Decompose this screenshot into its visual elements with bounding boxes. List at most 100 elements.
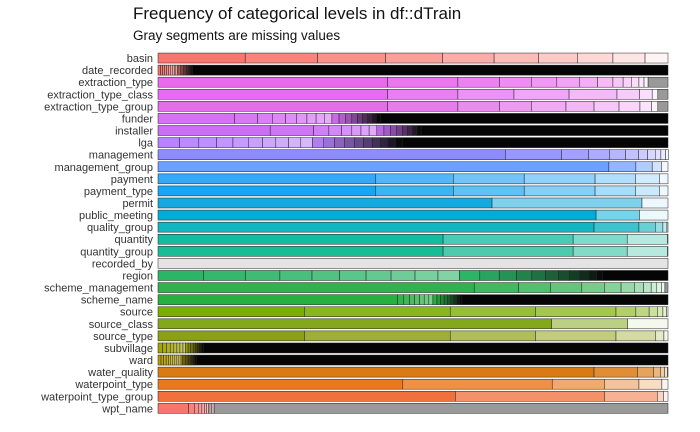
bar-segment [641,197,669,209]
bar-segment [523,185,596,197]
bar-segment [174,354,178,366]
bar-segment [245,270,281,281]
bar-segment [160,354,164,366]
bar-segment [334,137,345,148]
bar-segment [625,149,639,160]
bar-segment [667,246,669,257]
bar-segment [383,125,391,136]
bar-segment [368,125,378,136]
bar-segment [648,306,658,317]
bar-segment [627,318,669,330]
bar-segment [551,378,606,390]
y-tick-label: region [122,270,153,282]
bar-segment-missing [657,89,669,100]
bar-segment [197,342,200,354]
bar-segment [176,354,180,366]
bar-segment [639,101,652,112]
bar-segment-tail [380,113,669,124]
bar-segment [662,306,667,317]
bar-segment [545,270,559,281]
bar-segment [157,221,595,233]
y-tick-label: waterpoint_type_group [40,391,153,403]
bar-segment [351,113,358,124]
bar-segment [594,173,636,185]
bar-segment [157,294,398,305]
bar-segment [341,125,353,136]
bar-segment [173,342,178,354]
y-tick-label: subvillage [104,343,153,355]
bar-segment [344,137,355,148]
bar-segment [157,185,377,197]
bar-segment [650,282,658,293]
bar-segment [437,270,460,281]
bar-segment [157,52,246,64]
bar-segment [493,52,539,64]
bar-segment [491,197,643,209]
bar-segment [459,294,463,305]
bar-segment [198,403,203,414]
bar-segment [216,137,234,148]
bar-segment [157,197,493,209]
bar-segment [639,209,669,221]
bar-segment [244,52,318,64]
bar-segment [203,270,246,281]
y-tick-label: public_meeting [79,210,153,222]
bar-segment [182,342,186,354]
bar-segment [157,64,161,76]
y-tick-label: water_quality [87,367,153,379]
bar-segment [631,76,640,88]
bar-segment [157,391,456,402]
bar-segment-missing [647,76,669,88]
bar-segment [257,113,274,124]
bar-segment [157,342,163,354]
bar-segment [558,270,570,281]
bar-segment-tail [203,342,669,354]
bar-segment [312,137,324,148]
y-tick-label: payment [111,174,153,186]
bar-segment [187,342,191,354]
bar-segment-tail [420,125,669,136]
bar-segment [192,342,196,354]
bar-segment [371,113,377,124]
bar-segment [604,391,658,402]
bar-segment [440,294,445,305]
bar-segment [234,113,258,124]
bar-segment [531,270,546,281]
bar-segment [351,125,362,136]
bar-segment [651,89,659,100]
bar-segment [178,354,182,366]
bar-segment [367,113,373,124]
bar-segment [324,113,333,124]
bar-segment [577,52,614,64]
bar-segment-tail [196,354,669,366]
bar-segment [397,294,405,305]
y-tick-label: installer [115,126,153,138]
bar-segment [651,101,659,112]
bar-segment [412,125,418,136]
bar-segment [403,294,410,305]
bar-segment [162,342,167,354]
bar-segment [206,403,209,414]
bar-segment-tail [402,137,669,148]
bar-segment [667,233,669,245]
bar-segment [551,318,628,330]
y-tick-label: quantity_group [80,246,153,258]
bar-segment [453,185,525,197]
bar-segment [157,366,595,378]
y-tick-label: quality_group [87,222,153,234]
bar-segment [436,294,441,305]
bar-segment [473,282,519,293]
bar-segment [453,294,458,305]
bar-segment [442,52,495,64]
bar-segment [499,101,532,112]
bar-segment [644,52,669,64]
bar-segment [390,125,397,136]
bar-segment [162,64,165,76]
y-tick-label: extraction_type_class [47,89,153,101]
bar-segment [279,270,313,281]
bar-segment [157,354,162,366]
bar-segment [608,161,637,173]
bar-segment [479,270,500,281]
bar-segment [660,366,665,378]
bar-segment-missing [657,101,669,112]
